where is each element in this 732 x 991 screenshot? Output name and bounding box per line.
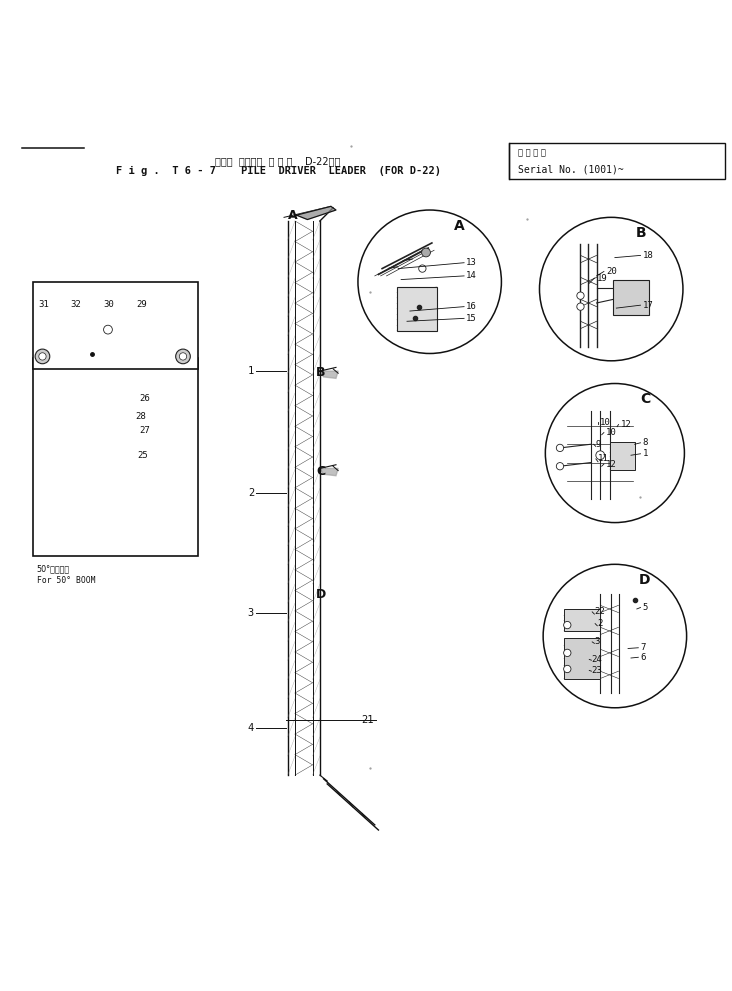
Text: 16: 16 [466,302,477,311]
Text: D: D [316,588,326,601]
Text: 30: 30 [103,300,113,309]
Circle shape [596,451,605,460]
Circle shape [556,463,564,470]
Circle shape [176,349,190,364]
Text: B: B [636,227,646,241]
Text: 22: 22 [594,607,605,616]
Text: 29: 29 [136,300,146,309]
Circle shape [419,265,426,273]
Text: 18: 18 [643,251,654,260]
Text: 23: 23 [591,666,602,675]
Text: D: D [639,574,651,588]
Text: 9: 9 [596,440,601,449]
Text: A: A [288,209,297,222]
Text: 1: 1 [643,449,648,458]
Text: 8: 8 [643,438,648,447]
Text: 32: 32 [70,300,81,309]
Bar [397,286,437,331]
Bar [33,282,198,369]
Text: 10: 10 [606,428,617,437]
Bar [33,358,198,556]
Circle shape [103,325,112,334]
Text: 2: 2 [597,619,602,628]
Polygon shape [320,469,338,476]
Text: B: B [316,366,326,379]
Circle shape [577,303,584,310]
Circle shape [179,353,187,360]
Circle shape [422,248,430,257]
Text: 21: 21 [361,716,373,725]
Text: 27: 27 [139,426,150,435]
Text: C: C [316,465,325,478]
Circle shape [35,349,50,364]
Text: 26: 26 [139,394,150,403]
Circle shape [556,444,564,452]
Polygon shape [320,371,338,379]
Text: F i g .  T 6 - 7    PILE  DRIVER  LEADER  (FOR D-22): F i g . T 6 - 7 PILE DRIVER LEADER (FOR … [116,166,441,176]
Text: 25: 25 [138,451,149,460]
Text: Serial No. (1001)~: Serial No. (1001)~ [518,165,623,174]
Text: 20: 20 [606,267,617,276]
Text: 19: 19 [597,274,608,282]
Text: 12: 12 [621,420,632,429]
Text: 2: 2 [247,489,254,498]
Text: 14: 14 [466,272,477,280]
Text: 13: 13 [466,259,477,268]
Text: A: A [455,219,465,233]
Bar [613,280,649,315]
Text: 12: 12 [606,460,617,469]
Text: C: C [640,391,650,406]
Bar [610,442,635,470]
Text: 28: 28 [135,412,146,421]
Polygon shape [296,206,336,220]
Text: 31: 31 [39,300,49,309]
Circle shape [577,292,584,299]
Text: 4: 4 [247,723,254,733]
Circle shape [39,353,46,360]
Text: 24: 24 [591,655,602,664]
Text: 17: 17 [643,300,654,309]
Text: 5: 5 [643,603,648,612]
Text: 6: 6 [640,653,646,662]
Text: 10: 10 [600,418,611,427]
Circle shape [564,665,571,673]
Circle shape [564,649,571,657]
Text: 15: 15 [466,314,477,323]
Bar [509,144,725,178]
Text: 適 用 号 機: 適 用 号 機 [518,149,545,158]
Bar [564,638,600,679]
Text: 3: 3 [247,607,254,617]
Circle shape [564,621,571,628]
Text: 11: 11 [598,455,609,464]
Bar [564,608,600,631]
Text: 50°ゲーム用: 50°ゲーム用 [37,565,70,574]
Text: 1: 1 [247,366,254,376]
Text: For 50° BOOM: For 50° BOOM [37,577,95,586]
Polygon shape [89,357,134,366]
Text: 3: 3 [594,637,600,646]
Text: パイル  ドライバ  リ ー ダ    D-22級用: パイル ドライバ リ ー ダ D-22級用 [215,156,341,165]
Text: 7: 7 [640,643,646,652]
